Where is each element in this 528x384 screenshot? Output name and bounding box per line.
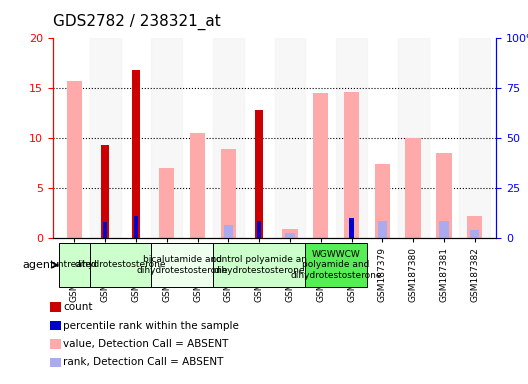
Bar xyxy=(459,38,490,238)
FancyBboxPatch shape xyxy=(152,243,213,287)
Bar xyxy=(90,38,120,238)
Bar xyxy=(439,221,449,238)
Bar xyxy=(224,225,233,238)
Bar xyxy=(344,92,359,238)
Bar xyxy=(313,93,328,238)
Bar xyxy=(349,218,354,238)
Text: percentile rank within the sample: percentile rank within the sample xyxy=(63,321,239,331)
Bar xyxy=(101,145,109,238)
FancyBboxPatch shape xyxy=(305,243,367,287)
Bar xyxy=(159,168,174,238)
Bar xyxy=(213,38,244,238)
Bar xyxy=(436,153,451,238)
Text: GDS2782 / 238321_at: GDS2782 / 238321_at xyxy=(53,14,221,30)
Text: bicalutamide and
dihydrotestosterone: bicalutamide and dihydrotestosterone xyxy=(136,255,228,275)
Text: WGWWCW
polyamide and
dihydrotestosterone: WGWWCW polyamide and dihydrotestosterone xyxy=(290,250,382,280)
FancyBboxPatch shape xyxy=(213,243,305,287)
Bar xyxy=(467,216,483,238)
Bar xyxy=(152,38,182,238)
Bar xyxy=(285,233,295,238)
Bar xyxy=(470,230,479,238)
Bar xyxy=(134,216,138,238)
Bar xyxy=(67,81,82,238)
Bar xyxy=(221,149,236,238)
Bar xyxy=(336,38,367,238)
Bar xyxy=(257,220,261,238)
Text: dihydrotestosterone: dihydrotestosterone xyxy=(75,260,166,270)
Text: count: count xyxy=(63,302,93,312)
Bar xyxy=(256,110,263,238)
Bar xyxy=(378,221,387,238)
Text: control polyamide an
dihydrotestosterone: control polyamide an dihydrotestosterone xyxy=(211,255,307,275)
Text: rank, Detection Call = ABSENT: rank, Detection Call = ABSENT xyxy=(63,358,224,367)
Bar xyxy=(132,70,140,238)
Text: value, Detection Call = ABSENT: value, Detection Call = ABSENT xyxy=(63,339,229,349)
FancyBboxPatch shape xyxy=(90,243,152,287)
Bar xyxy=(398,38,429,238)
FancyBboxPatch shape xyxy=(59,243,90,287)
Bar xyxy=(190,133,205,238)
Bar xyxy=(275,38,305,238)
Bar xyxy=(103,222,108,238)
Bar xyxy=(375,164,390,238)
Bar xyxy=(282,229,298,238)
Text: agent: agent xyxy=(22,260,54,270)
Text: untreated: untreated xyxy=(52,260,97,270)
Bar xyxy=(406,138,421,238)
